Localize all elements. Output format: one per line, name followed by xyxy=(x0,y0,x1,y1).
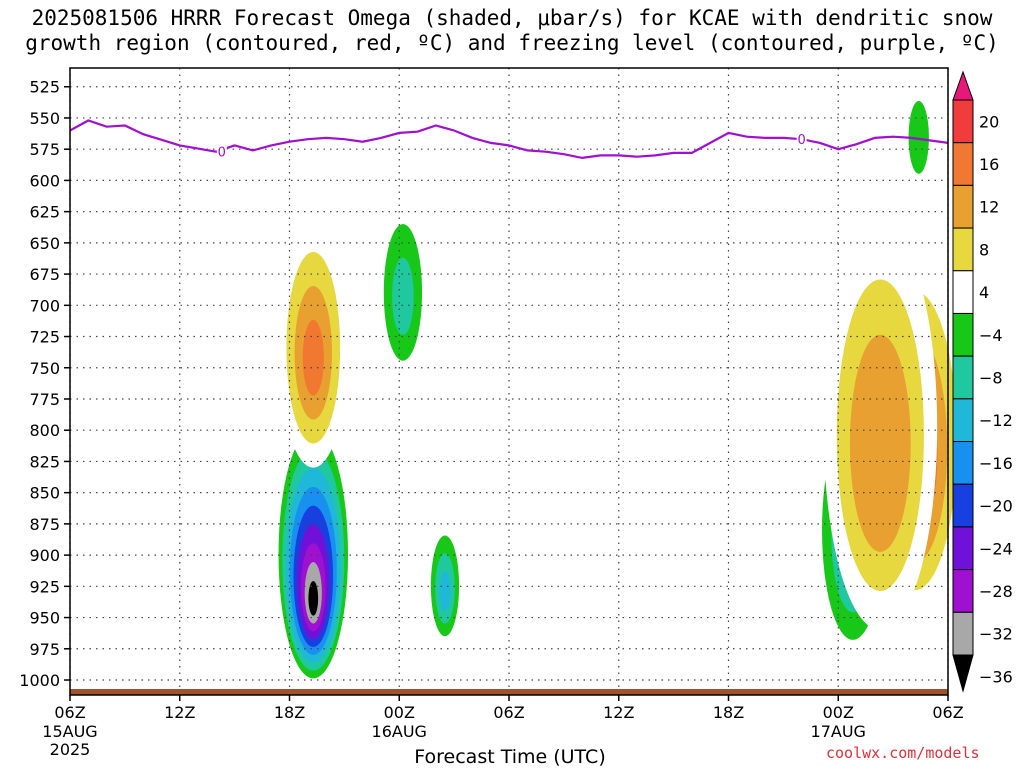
y-tick-label-575: 575 xyxy=(29,140,60,159)
colorbar-label-5: −4 xyxy=(979,326,1003,345)
x-tick-label-30: 12Z xyxy=(603,703,634,722)
colorbar-label-11: −28 xyxy=(979,582,1013,601)
x-axis-label: Forecast Time (UTC) xyxy=(414,746,606,768)
freezing-level-label: 0 xyxy=(798,133,806,148)
freezing-label-bg-0 xyxy=(216,144,227,159)
y-tick-label-825: 825 xyxy=(29,452,60,471)
colorbar-bin-1 xyxy=(952,142,974,186)
chart-title: 2025081506 HRRR Forecast Omega (shaded, … xyxy=(0,6,1024,56)
colorbar-bin-9 xyxy=(952,483,974,528)
y-tick-label-1000: 1000 xyxy=(19,671,60,690)
colorbar-bin-2 xyxy=(952,184,974,229)
y-tick-label-925: 925 xyxy=(29,577,60,596)
omega-contour-0-9 xyxy=(308,580,319,616)
colorbar-label-4: 4 xyxy=(979,283,989,302)
colorbar-label-2: 12 xyxy=(979,198,999,217)
y-tick-label-625: 625 xyxy=(29,203,60,222)
omega-contour-3-2 xyxy=(392,257,414,335)
colorbar-bin-5 xyxy=(952,312,974,357)
x-tick-sublabel-18: 16AUG xyxy=(372,722,427,741)
y-tick-label-650: 650 xyxy=(29,234,60,253)
x-tick-label-12: 18Z xyxy=(274,703,305,722)
colorbar-label-10: −24 xyxy=(979,539,1013,558)
y-tick-label-800: 800 xyxy=(29,421,60,440)
surface-band xyxy=(70,689,948,695)
x-tick-label-36: 18Z xyxy=(713,703,744,722)
x-tick-sublabel-42: 17AUG xyxy=(811,722,866,741)
x-tick-label-48: 06Z xyxy=(932,703,963,722)
omega-contour-6-3 xyxy=(863,390,898,513)
title-line-1: 2025081506 HRRR Forecast Omega (shaded, … xyxy=(31,6,993,30)
x-tick-year-0: 2025 xyxy=(50,740,91,759)
y-tick-label-850: 850 xyxy=(29,484,60,503)
colorbar-bottom-arrow xyxy=(952,654,974,693)
colorbar-label-8: −16 xyxy=(979,454,1013,473)
colorbar-bin-6 xyxy=(952,355,974,400)
y-tick-label-725: 725 xyxy=(29,328,60,347)
colorbar-bin-11 xyxy=(952,569,974,613)
colorbar-top-arrow xyxy=(952,70,974,101)
colorbar-bin-0 xyxy=(952,99,974,144)
colorbar-label-9: −20 xyxy=(979,497,1013,516)
credit-text: coolwx.com/models xyxy=(826,744,980,762)
colorbar-label-6: −8 xyxy=(979,369,1003,388)
y-tick-label-525: 525 xyxy=(29,78,60,97)
y-tick-label-600: 600 xyxy=(29,171,60,190)
omega-contour-7-1 xyxy=(908,101,929,174)
colorbar-bin-10 xyxy=(952,526,974,571)
colorbar-bin-12 xyxy=(952,611,974,656)
x-tick-label-18: 00Z xyxy=(384,703,415,722)
y-tick-label-950: 950 xyxy=(29,609,60,628)
colorbar-bin-4 xyxy=(952,270,974,314)
y-tick-label-875: 875 xyxy=(29,515,60,534)
colorbar-label-1: 16 xyxy=(979,155,999,174)
omega-contour-1-3 xyxy=(302,320,324,396)
x-tick-label-24: 06Z xyxy=(493,703,524,722)
freezing-level-line xyxy=(69,119,949,160)
y-tick-label-975: 975 xyxy=(29,640,60,659)
freezing-level-label: 0 xyxy=(218,146,226,161)
colorbar-bin-8 xyxy=(952,441,974,485)
x-tick-label-42: 00Z xyxy=(823,703,854,722)
x-tick-label-0: 06Z xyxy=(54,703,85,722)
y-tick-label-700: 700 xyxy=(29,296,60,315)
title-line-2: growth region (contoured, red, ºC) and f… xyxy=(25,31,999,55)
x-tick-label-6: 12Z xyxy=(164,703,195,722)
omega-contour-2-3 xyxy=(439,571,451,611)
colorbar-bin-3 xyxy=(952,227,974,272)
y-tick-label-550: 550 xyxy=(29,109,60,128)
freezing-label-bg-1 xyxy=(796,132,807,147)
colorbar-label-7: −12 xyxy=(979,411,1013,430)
colorbar-label-12: −32 xyxy=(979,625,1013,644)
colorbar-label-3: 8 xyxy=(979,240,989,259)
x-tick-sublabel-0: 15AUG xyxy=(42,722,97,741)
colorbar-label-0: 20 xyxy=(979,112,999,131)
y-tick-label-775: 775 xyxy=(29,390,60,409)
y-tick-label-750: 750 xyxy=(29,359,60,378)
colorbar-bin-7 xyxy=(952,398,974,443)
y-tick-label-900: 900 xyxy=(29,546,60,565)
colorbar-label-13: −36 xyxy=(979,667,1013,686)
y-tick-label-675: 675 xyxy=(29,265,60,284)
